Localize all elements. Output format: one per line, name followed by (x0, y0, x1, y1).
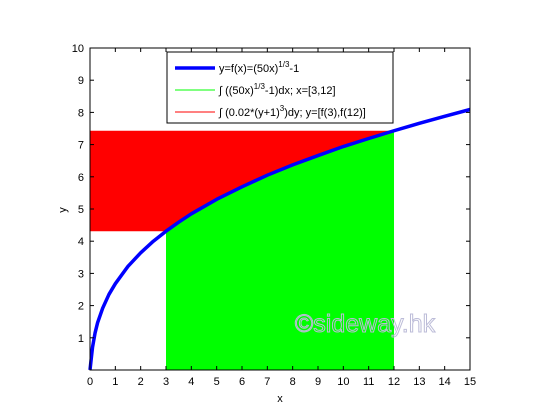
x-tick-label: 2 (138, 376, 144, 388)
x-tick-label: 0 (87, 376, 93, 388)
x-tick-label: 3 (163, 376, 169, 388)
x-tick-label: 6 (239, 376, 245, 388)
x-tick-label: 9 (315, 376, 321, 388)
x-tick-label: 4 (188, 376, 194, 388)
x-tick-label: 14 (439, 376, 451, 388)
y-axis-label: y (57, 207, 69, 213)
function-curve (88, 107, 471, 371)
y-tick-label: 8 (78, 107, 84, 119)
y-tick-label: 1 (78, 333, 84, 345)
x-tick-label: 15 (464, 376, 476, 388)
y-tick-label: 6 (78, 172, 84, 184)
y-tick-label: 9 (78, 75, 84, 87)
x-tick-label: 10 (337, 376, 349, 388)
y-tick-label: 10 (72, 43, 84, 55)
x-tick-label: 12 (388, 376, 400, 388)
y-tick-label: 5 (78, 204, 84, 216)
horizontal-integral-area (90, 130, 394, 232)
watermark: ©sideway.hk (295, 310, 436, 338)
legend: y=f(x)=(50x)1/3-1 ∫ ((50x)1/3-1)dx; x=[3,… (166, 51, 394, 124)
legend-box (166, 51, 394, 124)
x-tick-label: 8 (290, 376, 296, 388)
y-tick-label: 4 (78, 236, 84, 248)
legend-entry-label: y=f(x)=(50x)1/3-1 (219, 60, 299, 75)
x-tick-label: 7 (264, 376, 270, 388)
x-tick-label: 1 (112, 376, 118, 388)
y-tick-label: 2 (78, 301, 84, 313)
vertical-integral-area (166, 130, 394, 370)
x-tick-label: 5 (214, 376, 220, 388)
x-axis-label: x (277, 393, 283, 405)
y-tick-label: 7 (78, 140, 84, 152)
area-fills (90, 130, 394, 370)
x-tick-label: 13 (413, 376, 425, 388)
curve-layer (88, 107, 471, 371)
x-tick-label: 11 (363, 376, 374, 388)
y-tick-label: 3 (78, 268, 84, 280)
legend-entry-label: ∫ (0.02*(y+1)3)dy; y=[f(3),f(12)] (218, 104, 366, 119)
legend-entry-label: ∫ ((50x)1/3-1)dx; x=[3,12] (218, 82, 336, 97)
